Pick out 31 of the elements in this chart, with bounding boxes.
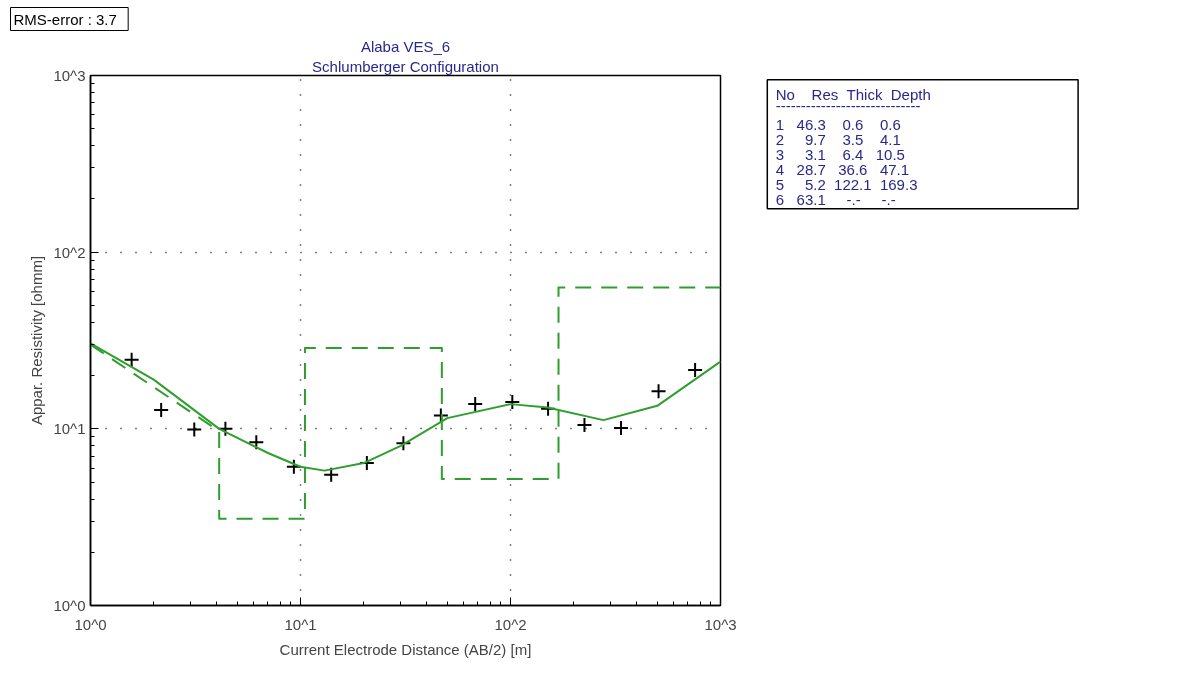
point xyxy=(687,362,704,379)
point xyxy=(650,383,667,400)
point xyxy=(358,455,375,472)
point xyxy=(576,417,593,434)
x-tick-label: 10^1 xyxy=(284,615,317,633)
point xyxy=(504,393,521,410)
y-tick-label: 10^0 xyxy=(53,597,86,614)
y-tick-label: 10^1 xyxy=(53,420,86,438)
x-axis-title: Current Electrode Distance (AB/2) [m] xyxy=(279,640,532,658)
point xyxy=(432,407,449,424)
text: 5 5.2 122.1 169.3 xyxy=(775,176,918,194)
text: RMS-error : 3.7 xyxy=(13,10,117,28)
point xyxy=(613,420,630,437)
text: 2 9.7 3.5 4.1 xyxy=(775,130,901,148)
point xyxy=(285,458,302,475)
text: 3 3.1 6.4 10.5 xyxy=(775,145,905,163)
x-tick-label: 10^0 xyxy=(74,615,107,633)
y-tick-label: 10^2 xyxy=(53,243,86,261)
text: No Res Thick Depth xyxy=(775,85,931,103)
y-axis-title: Appar. Resistivity [ohmm] xyxy=(28,255,46,426)
point xyxy=(395,435,412,452)
point xyxy=(248,434,265,451)
chart-title: Alaba VES_6 xyxy=(360,37,451,55)
x-tick-label: 10^3 xyxy=(704,615,737,633)
text: 4 28.7 36.6 47.1 xyxy=(775,161,910,179)
x-tick-label: 10^2 xyxy=(494,615,527,633)
text: 6 63.1 -.- -.- xyxy=(775,191,896,209)
chart-subtitle: Schlumberger Configuration xyxy=(312,57,499,75)
text: 1 46.3 0.6 0.6 xyxy=(775,115,901,133)
point xyxy=(467,396,484,413)
y-tick-label: 10^3 xyxy=(53,67,86,84)
